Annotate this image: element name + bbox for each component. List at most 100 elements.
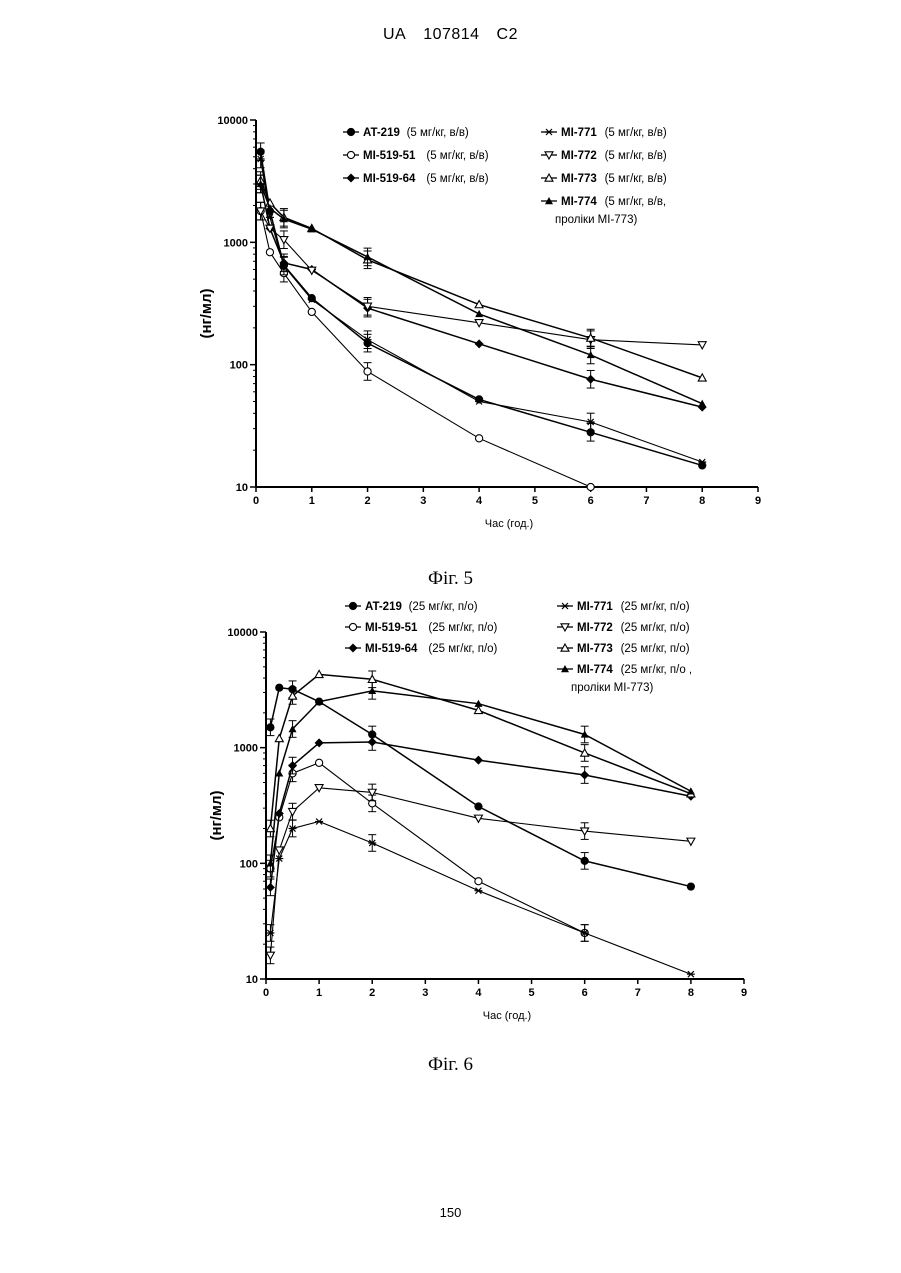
legend-label: MI-519-51: [365, 622, 418, 634]
x-tick-label: 4: [476, 495, 483, 507]
data-point: [316, 759, 323, 766]
legend-dose: (25 мг/кг, п/о): [621, 622, 690, 634]
legend-item-mi-519-64: MI-519-64 (5 мг/кг, в/в): [343, 173, 489, 185]
data-point: [266, 883, 275, 892]
legend-marker: [349, 623, 356, 630]
legend-item-mi-771: MI-771(5 мг/кг, в/в): [541, 127, 667, 139]
data-point: [474, 888, 482, 894]
legend-label: MI-771: [561, 127, 597, 139]
legend-dose: (25 мг/кг, п/о): [428, 643, 497, 655]
legend-marker: [347, 128, 354, 135]
y-tick-label: 10000: [227, 627, 258, 639]
patent-country: UA: [383, 26, 406, 43]
legend-marker: [347, 174, 356, 183]
x-tick-label: 2: [369, 987, 375, 999]
y-axis-label: (нг/мл): [198, 288, 215, 338]
page-number: 150: [0, 1205, 901, 1220]
x-tick-label: 1: [316, 987, 322, 999]
series-mi-772: [257, 202, 707, 349]
data-point: [587, 483, 594, 490]
legend-dose: (25 мг/кг, п/о): [621, 643, 690, 655]
legend-marker: [349, 602, 356, 609]
data-point: [475, 803, 482, 810]
legend-item-mi-519-51: MI-519-51 (25 мг/кг, п/о): [345, 622, 498, 634]
data-point: [687, 838, 695, 845]
y-tick-label: 1000: [224, 237, 248, 249]
legend-label: MI-772: [577, 622, 613, 634]
data-point: [581, 857, 588, 864]
legend-dose-note: проліки МІ-773): [555, 214, 637, 226]
data-point: [475, 310, 483, 317]
legend-label: MI-774: [577, 664, 613, 676]
series-mi-771: [266, 818, 694, 977]
legend-dose: (25 мг/кг, п/о): [409, 601, 478, 613]
data-point: [266, 952, 274, 959]
legend-dose: (5 мг/кг, в/в): [426, 150, 488, 162]
x-tick-label: 7: [635, 987, 641, 999]
y-tick-label: 10: [236, 482, 248, 494]
y-tick-label: 10000: [217, 115, 248, 127]
legend-dose: (25 мг/кг, п/о ,: [621, 664, 693, 676]
x-tick-label: 6: [582, 987, 588, 999]
data-point: [687, 787, 695, 794]
data-point: [267, 724, 274, 731]
legend-label: MI-519-64: [363, 173, 416, 185]
legend-dose: (25 мг/кг, п/о): [621, 601, 690, 613]
x-tick-label: 7: [643, 495, 649, 507]
legend-dose: (5 мг/кг, в/в): [605, 173, 667, 185]
x-tick-label: 3: [420, 495, 426, 507]
y-axis-label: (нг/мл): [208, 790, 225, 840]
legend-item-mi-773: MI-773(5 мг/кг, в/в): [541, 173, 667, 185]
data-point: [476, 435, 483, 442]
legend-label: AT-219: [365, 601, 402, 613]
series-mi-519-51: [257, 202, 595, 490]
data-point: [699, 462, 706, 469]
series-line: [261, 211, 591, 487]
legend-label: MI-774: [561, 196, 597, 208]
data-point: [308, 295, 315, 302]
figure-6-chart: 012345678910100100010000Час (год.)(нг/мл…: [0, 592, 901, 1032]
legend-item-mi-774: MI-774 (5 мг/кг, в/в, проліки МІ-773): [541, 196, 666, 226]
legend-item-mi-772: MI-772 (25 мг/кг, п/о): [557, 622, 690, 634]
series-mi-773: [266, 670, 694, 836]
data-point: [266, 249, 273, 256]
series-mi-519-51: [266, 759, 588, 941]
x-tick-label: 0: [253, 495, 259, 507]
legend-dose: (5 мг/кг, в/в): [407, 127, 469, 139]
data-point: [687, 971, 695, 977]
legend-dose-note: проліки МІ-773): [571, 682, 653, 694]
patent-kind: C2: [497, 26, 518, 43]
legend-dose: (25 мг/кг, п/о): [428, 622, 497, 634]
figure-6-caption: Фіг. 6: [0, 1054, 901, 1076]
x-tick-label: 9: [741, 987, 747, 999]
legend-dose: (5 мг/кг, в/в,: [605, 196, 667, 208]
legend-item-at-219: AT-219 (25 мг/кг, п/о): [345, 601, 478, 613]
data-point: [289, 808, 297, 815]
x-axis-label: Час (год.): [483, 1010, 531, 1022]
legend-marker: [545, 129, 553, 135]
x-tick-label: 2: [364, 495, 370, 507]
legend-label: MI-771: [577, 601, 613, 613]
legend-item-mi-519-51: MI-519-51(5 мг/кг, в/в): [343, 150, 489, 162]
legend-dose: (5 мг/кг, в/в): [605, 150, 667, 162]
legend-item-mi-773: MI-773(25 мг/кг, п/о): [557, 643, 690, 655]
series-line: [261, 211, 703, 345]
series-line: [270, 691, 690, 864]
legend-label: MI-519-64: [365, 643, 418, 655]
series-line: [270, 688, 690, 887]
legend-marker: [347, 151, 354, 158]
x-tick-label: 6: [588, 495, 594, 507]
data-point: [315, 818, 323, 824]
data-point: [580, 771, 589, 780]
data-point: [364, 253, 372, 260]
data-point: [368, 737, 377, 746]
x-tick-label: 8: [699, 495, 705, 507]
figure-5-caption: Фіг. 5: [0, 568, 901, 590]
legend-dose: (5 мг/кг, в/в): [426, 173, 488, 185]
data-point: [364, 368, 371, 375]
data-point: [475, 878, 482, 885]
data-point: [474, 756, 483, 765]
figure-5-chart: 012345678910100100010000Час (год.)(нг/мл…: [0, 100, 901, 540]
data-point: [586, 375, 595, 384]
data-point: [475, 339, 484, 348]
